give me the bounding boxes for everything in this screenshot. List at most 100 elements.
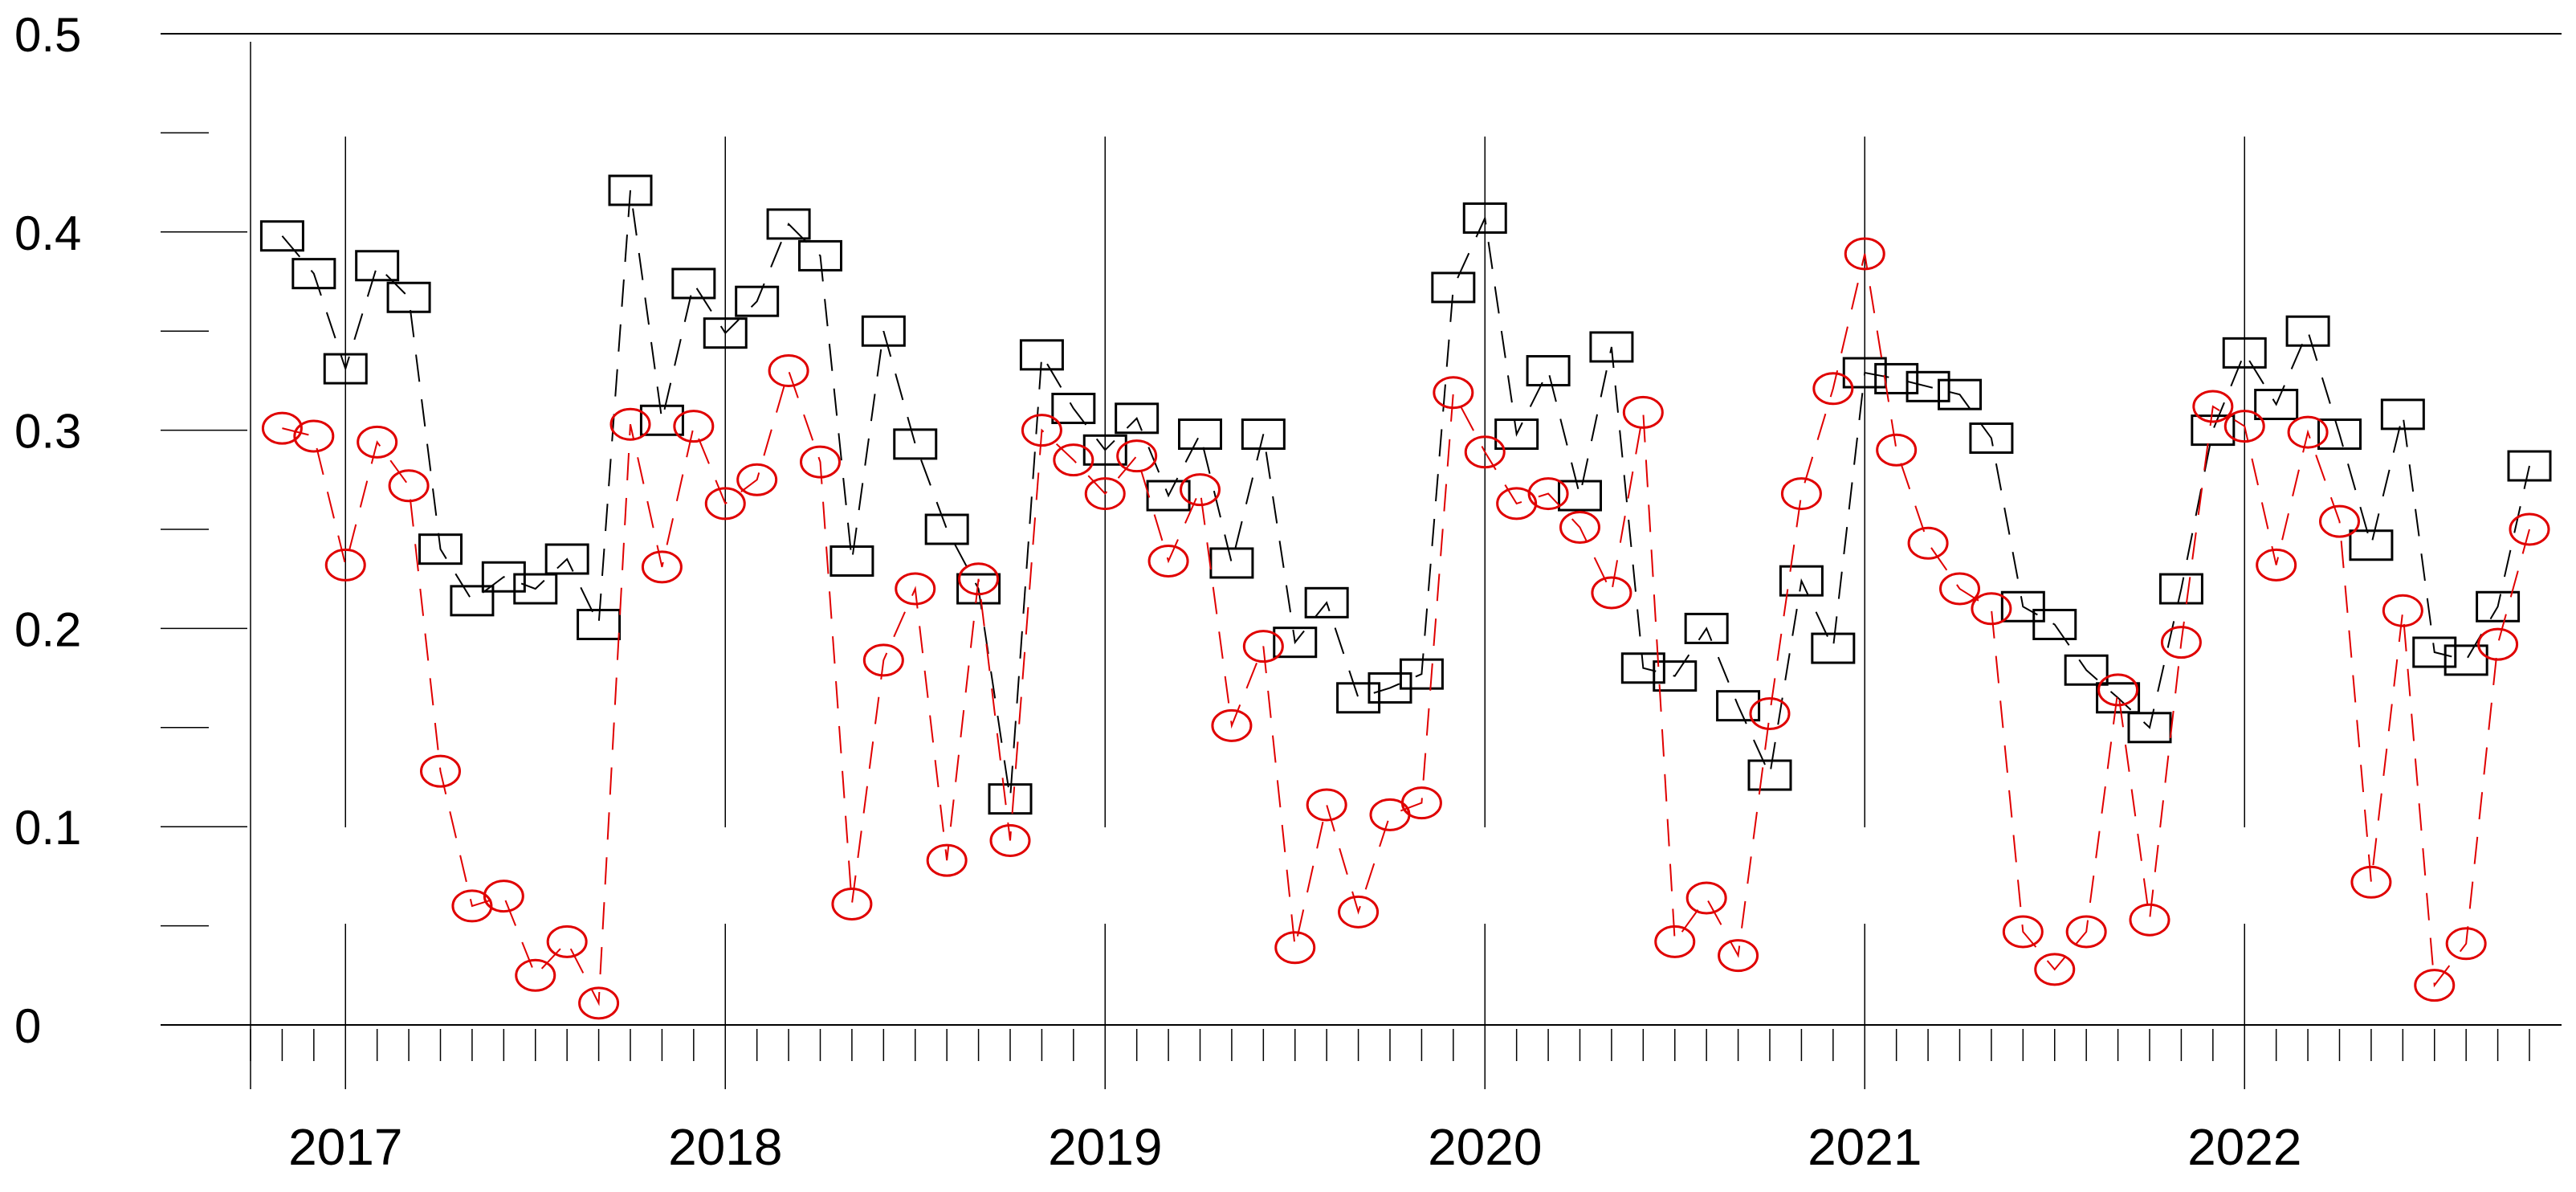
- y-tick-label: 0.1: [14, 801, 81, 855]
- square-point: [798, 239, 842, 271]
- square-point: [1431, 271, 1476, 304]
- circle-point: [1400, 786, 1442, 820]
- circle-point: [1971, 592, 2012, 626]
- square-point: [1051, 392, 1096, 424]
- circle-point: [2414, 969, 2456, 1002]
- circle-point: [261, 411, 303, 445]
- square-point: [1209, 547, 1254, 579]
- circle-point: [515, 958, 556, 992]
- square-point: [1589, 331, 1634, 363]
- circle-point: [1053, 443, 1094, 477]
- square-point: [1747, 759, 1792, 791]
- x-tick-label: 2020: [1428, 1118, 1542, 1176]
- square-point: [924, 513, 969, 545]
- square-point: [893, 428, 938, 460]
- square-point: [671, 267, 716, 300]
- circle-point: [2477, 627, 2519, 661]
- circle-point: [1338, 895, 1380, 929]
- square-point: [2032, 608, 2077, 640]
- circle-point: [1812, 372, 1854, 406]
- circle-point: [895, 572, 936, 606]
- circle-point: [1907, 526, 1949, 560]
- grid: [344, 137, 2245, 1089]
- square-point: [1178, 418, 1222, 451]
- square-point: [956, 573, 1001, 605]
- square-point: [2064, 654, 2109, 686]
- circle-point: [2382, 594, 2423, 627]
- square-point: [2380, 398, 2425, 431]
- square-point: [481, 561, 526, 593]
- circle-point: [1527, 477, 1569, 511]
- square-point: [766, 208, 811, 240]
- circle-point: [1433, 376, 1474, 410]
- y-tick-label: 0.3: [14, 405, 81, 459]
- circle-point: [1559, 511, 1600, 545]
- square-point: [2127, 712, 2172, 744]
- square-point: [2507, 450, 2552, 482]
- square-point: [1019, 339, 1064, 371]
- circle-point: [2256, 548, 2297, 582]
- circle-point: [800, 445, 841, 479]
- circle-point: [736, 463, 778, 496]
- circle-point: [451, 889, 493, 923]
- tick-labels: 0 0.1 0.2 0.3 0.4 0.5 2017 2018 2019 2020 2021 2022: [14, 8, 2301, 1176]
- square-point: [988, 783, 1033, 815]
- square-point: [1842, 357, 1887, 389]
- circle-point: [2097, 673, 2139, 707]
- square-point: [2444, 644, 2488, 676]
- square-point: [1494, 418, 1539, 451]
- square-point: [1906, 370, 1950, 402]
- square-point: [2158, 573, 2203, 605]
- circle-point: [1654, 925, 1696, 958]
- circle-point: [1718, 939, 1759, 973]
- circle-point: [388, 469, 430, 503]
- circle-point: [2350, 865, 2392, 899]
- circle-point: [1622, 395, 1664, 429]
- circle-point: [862, 643, 904, 677]
- square-point: [2349, 529, 2394, 561]
- series-layer: [259, 174, 2552, 1020]
- circle-point: [673, 410, 715, 443]
- circle-point: [546, 925, 588, 958]
- circle-point: [2445, 927, 2487, 961]
- circle-point: [2509, 512, 2550, 546]
- circle-point: [1211, 708, 1253, 742]
- square-point: [2222, 337, 2267, 369]
- circle-point: [2129, 903, 2170, 937]
- axes: [161, 33, 2562, 1089]
- circle-point: [1780, 477, 1822, 511]
- circle-point: [420, 754, 461, 788]
- square-point: [577, 608, 622, 640]
- square-point: [1558, 480, 1602, 512]
- square-point: [1653, 660, 1698, 692]
- circle-point: [1685, 881, 1727, 915]
- square-point: [386, 281, 431, 313]
- square-point: [1684, 612, 1729, 644]
- series-line-circle: [282, 253, 2530, 1006]
- square-point: [355, 250, 400, 282]
- circle-point: [1844, 237, 1885, 271]
- square-point: [513, 573, 558, 605]
- circle-point: [704, 487, 746, 520]
- circle-point: [831, 887, 873, 921]
- square-point: [2191, 414, 2236, 447]
- circle-point: [1464, 435, 1506, 469]
- series-line-square: [281, 190, 2530, 799]
- square-point: [1779, 565, 1824, 597]
- circle-point: [641, 550, 683, 584]
- square-point: [1462, 202, 1507, 235]
- square-point: [639, 404, 684, 436]
- circle-point: [1306, 788, 1347, 822]
- circle-point: [1147, 544, 1189, 578]
- circle-point: [578, 986, 620, 1020]
- circle-point: [1274, 931, 1316, 965]
- square-point: [1969, 422, 2014, 454]
- square-point: [1115, 402, 1160, 435]
- circle-point: [357, 425, 398, 459]
- square-point: [2096, 682, 2141, 714]
- circle-point: [1242, 630, 1284, 663]
- square-point: [1399, 658, 1444, 690]
- x-tick-label: 2017: [288, 1118, 402, 1176]
- circle-point: [768, 354, 809, 388]
